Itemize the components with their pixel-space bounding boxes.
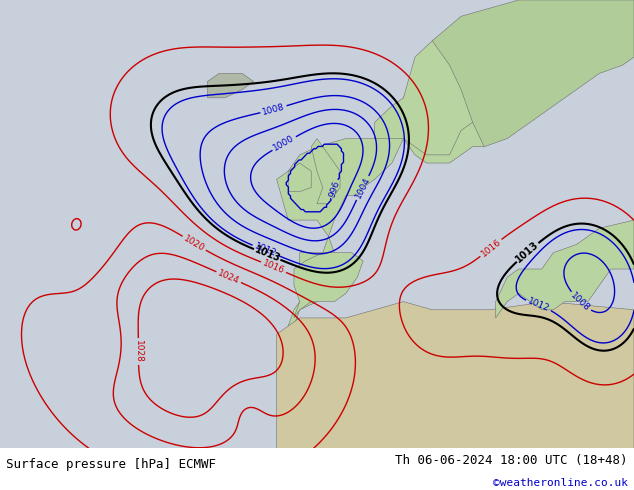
Text: 1024: 1024 <box>216 269 241 286</box>
Text: 1004: 1004 <box>353 176 372 200</box>
Text: Th 06-06-2024 18:00 UTC (18+48): Th 06-06-2024 18:00 UTC (18+48) <box>395 454 628 466</box>
Text: 1016: 1016 <box>479 237 503 259</box>
Polygon shape <box>432 0 634 147</box>
Polygon shape <box>294 253 363 318</box>
Text: 1013: 1013 <box>253 245 281 264</box>
Text: ©weatheronline.co.uk: ©weatheronline.co.uk <box>493 477 628 488</box>
Polygon shape <box>0 0 634 448</box>
Text: 1013: 1013 <box>514 240 541 265</box>
Polygon shape <box>207 74 254 98</box>
Polygon shape <box>311 139 340 204</box>
Polygon shape <box>496 220 634 318</box>
Text: 1008: 1008 <box>261 102 286 117</box>
Polygon shape <box>276 302 634 448</box>
Text: 996: 996 <box>328 180 342 199</box>
Text: 1000: 1000 <box>272 134 296 153</box>
Text: 1012: 1012 <box>253 242 277 259</box>
Text: 1012: 1012 <box>526 296 551 314</box>
Text: 1020: 1020 <box>182 234 206 253</box>
Text: 1028: 1028 <box>134 340 143 363</box>
Text: Surface pressure [hPa] ECMWF: Surface pressure [hPa] ECMWF <box>6 458 216 471</box>
Text: 1016: 1016 <box>261 259 286 276</box>
Polygon shape <box>375 33 507 155</box>
Polygon shape <box>276 41 530 326</box>
Polygon shape <box>288 163 311 192</box>
Text: 1008: 1008 <box>569 291 592 313</box>
